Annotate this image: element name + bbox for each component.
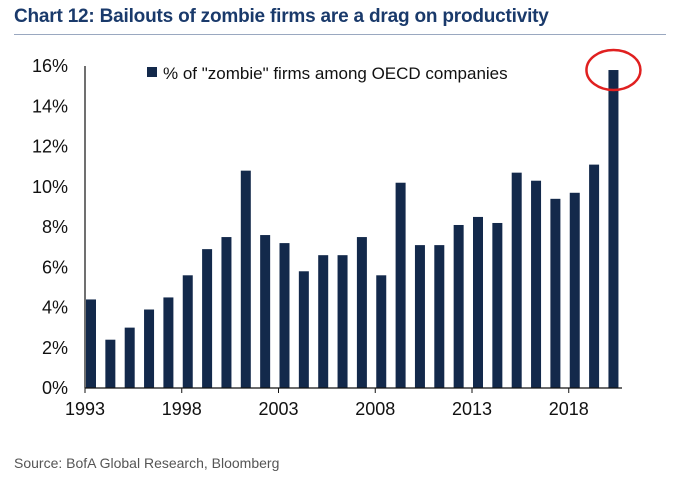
bar-series xyxy=(86,70,619,389)
bar-1996 xyxy=(144,309,155,388)
y-tick-label: 10% xyxy=(32,177,68,197)
x-tick-label: 2008 xyxy=(355,399,395,419)
y-tick-label: 4% xyxy=(42,298,68,318)
y-tick-label: 0% xyxy=(42,378,68,398)
chart-title: Chart 12: Bailouts of zombie firms are a… xyxy=(14,6,549,27)
bar-2007 xyxy=(356,237,367,388)
source-note: Source: BofA Global Research, Bloomberg xyxy=(14,455,280,471)
bar-1998 xyxy=(182,275,193,388)
x-tick-label: 1998 xyxy=(162,399,202,419)
bar-2013 xyxy=(473,216,483,388)
bar-2017 xyxy=(550,198,561,388)
x-tick-label: 2018 xyxy=(549,399,589,419)
x-tick-label: 2003 xyxy=(258,399,298,419)
bar-2002 xyxy=(260,235,271,388)
bar-2019 xyxy=(589,164,600,388)
bar-2004 xyxy=(298,271,309,388)
legend: % of "zombie" firms among OECD companies xyxy=(147,64,508,83)
y-axis: 0% 2% 4% 6% 8% 10% 12% 14% 16% xyxy=(32,56,68,398)
x-axis: 1993 1998 2003 2008 2013 2018 xyxy=(65,388,589,419)
bar-1999 xyxy=(202,249,213,388)
bar-2012 xyxy=(453,224,464,388)
bar-1995 xyxy=(124,327,135,388)
bar-2011 xyxy=(434,245,445,388)
title-divider xyxy=(14,34,666,35)
x-tick-label: 1993 xyxy=(65,399,105,419)
legend-label: % of "zombie" firms among OECD companies xyxy=(163,64,508,83)
bar-2009 xyxy=(395,182,406,388)
bar-2008 xyxy=(376,275,387,388)
bar-1997 xyxy=(163,297,174,388)
bar-2014 xyxy=(492,222,503,388)
y-tick-label: 14% xyxy=(32,96,68,116)
bar-2003 xyxy=(279,243,290,388)
y-tick-label: 12% xyxy=(32,137,68,157)
bar-2015 xyxy=(511,172,522,388)
y-tick-label: 6% xyxy=(42,257,68,277)
bar-2001 xyxy=(240,170,251,388)
y-tick-label: 2% xyxy=(42,338,68,358)
bar-2005 xyxy=(318,255,329,388)
bar-2018 xyxy=(569,192,580,388)
legend-swatch xyxy=(147,67,157,77)
bar-2000 xyxy=(221,237,232,388)
bar-1994 xyxy=(105,339,116,388)
bar-1993 xyxy=(86,299,96,388)
x-tick-label: 2013 xyxy=(452,399,492,419)
bar-2020 xyxy=(608,70,619,389)
highlight-circle xyxy=(585,48,642,92)
y-tick-label: 8% xyxy=(42,217,68,237)
y-tick-label: 16% xyxy=(32,56,68,76)
bar-2006 xyxy=(337,255,348,388)
bar-2016 xyxy=(531,180,542,388)
bar-2010 xyxy=(414,245,425,388)
